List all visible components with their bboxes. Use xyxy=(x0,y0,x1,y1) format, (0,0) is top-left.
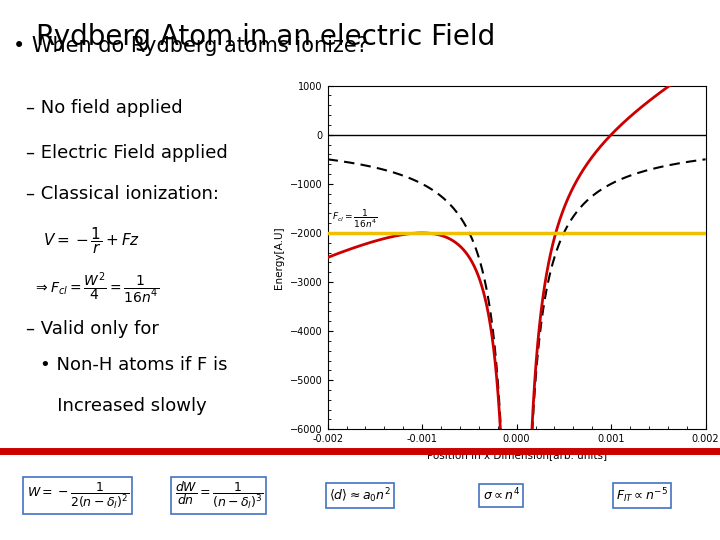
Text: – Classical ionization:: – Classical ionization: xyxy=(27,185,220,203)
X-axis label: Position in x Dimension[arb. units]: Position in x Dimension[arb. units] xyxy=(426,450,607,460)
Text: • Non-H atoms if F is: • Non-H atoms if F is xyxy=(40,356,228,374)
Text: – Valid only for: – Valid only for xyxy=(27,320,159,338)
Text: – Electric Field applied: – Electric Field applied xyxy=(27,144,228,163)
Text: $V = -\dfrac{1}{r} + Fz$: $V = -\dfrac{1}{r} + Fz$ xyxy=(43,226,140,256)
Text: $\dfrac{dW}{dn} = \dfrac{1}{(n-\delta_l)^3}$: $\dfrac{dW}{dn} = \dfrac{1}{(n-\delta_l)… xyxy=(174,480,264,511)
Text: $\langle d \rangle \approx a_0 n^2$: $\langle d \rangle \approx a_0 n^2$ xyxy=(329,486,391,505)
Text: $W = -\dfrac{1}{2(n-\delta_l)^2}$: $W = -\dfrac{1}{2(n-\delta_l)^2}$ xyxy=(27,481,129,510)
Text: – No field applied: – No field applied xyxy=(27,99,183,117)
Text: $\sigma \propto n^4$: $\sigma \propto n^4$ xyxy=(482,487,520,504)
Text: Rydberg Atom in an electric Field: Rydberg Atom in an electric Field xyxy=(36,23,495,51)
Text: $F_{cl} = \dfrac{1}{16n^4}$: $F_{cl} = \dfrac{1}{16n^4}$ xyxy=(333,208,378,231)
Text: $\Rightarrow F_{cl} = \dfrac{W^2}{4} = \dfrac{1}{16n^4}$: $\Rightarrow F_{cl} = \dfrac{W^2}{4} = \… xyxy=(33,271,159,306)
Text: Increased slowly: Increased slowly xyxy=(40,397,207,415)
Y-axis label: Energy[A.U]: Energy[A.U] xyxy=(274,226,284,289)
Text: • When do Rydberg atoms ionize?: • When do Rydberg atoms ionize? xyxy=(13,36,368,56)
Text: $F_{IT} \propto n^{-5}$: $F_{IT} \propto n^{-5}$ xyxy=(616,486,668,505)
